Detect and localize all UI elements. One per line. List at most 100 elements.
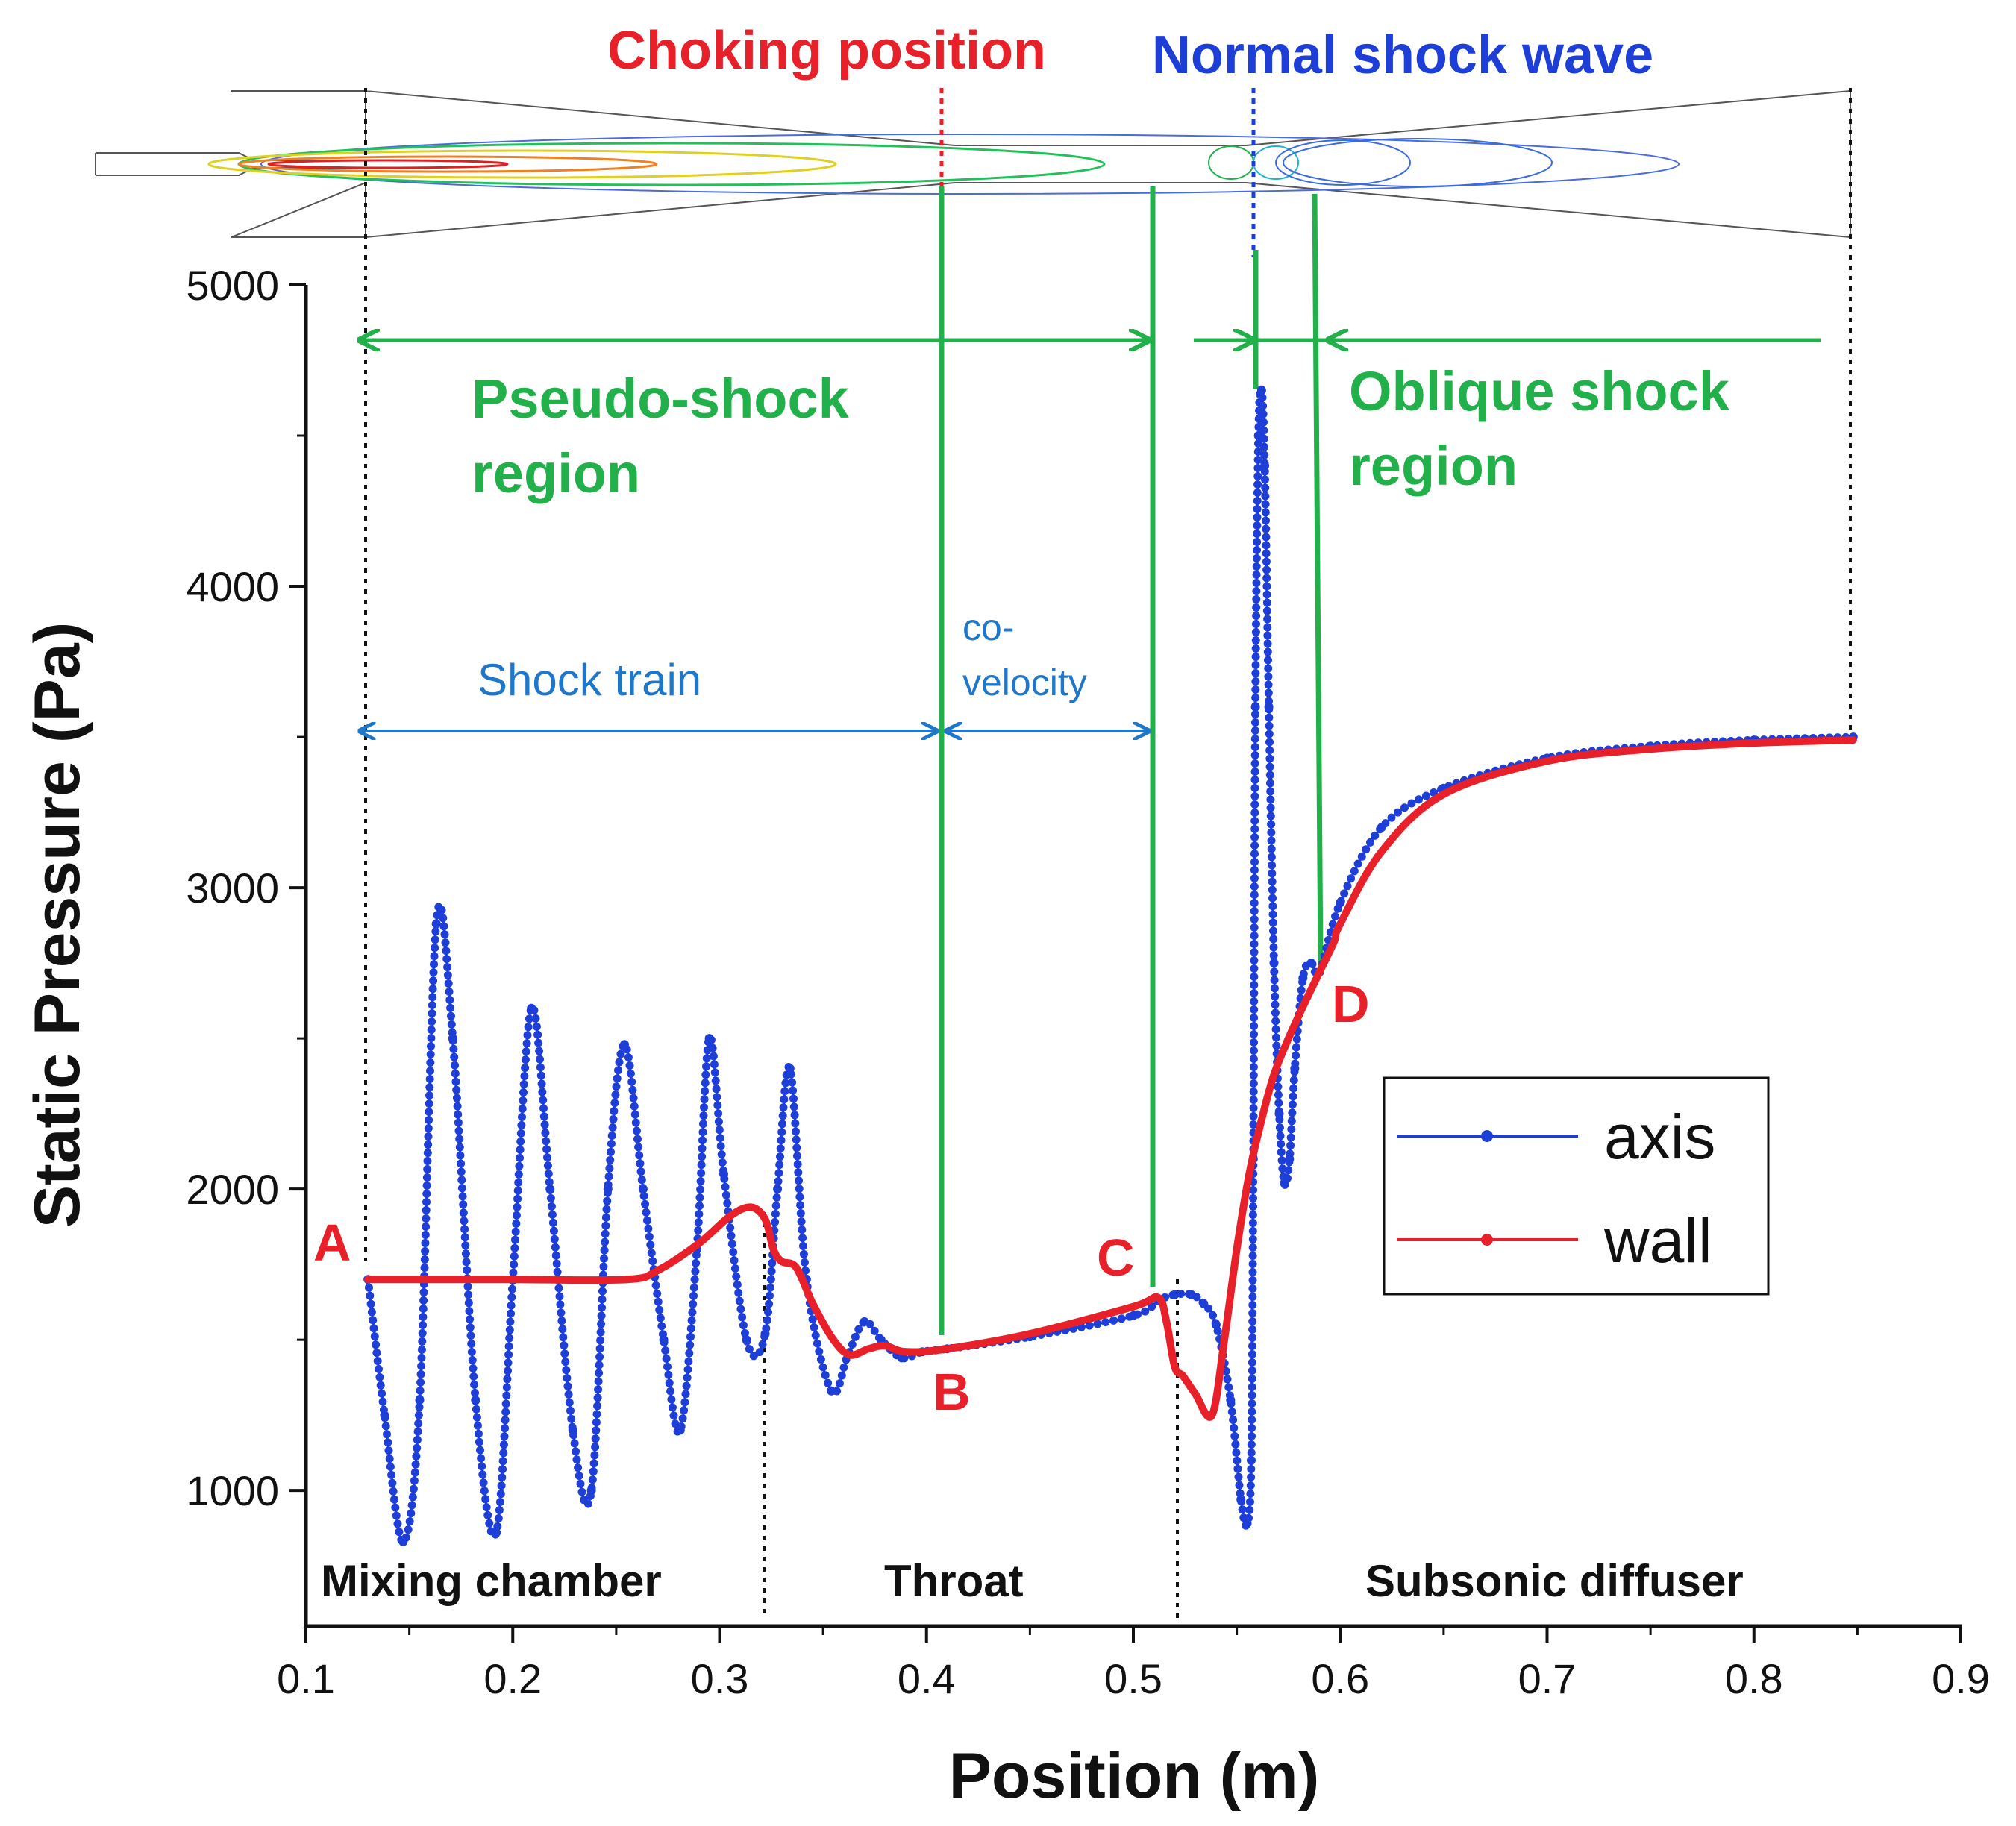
axis-point-marker <box>1248 1375 1256 1383</box>
data-point-axis <box>1336 898 1345 908</box>
axis-point-marker <box>1292 1051 1300 1060</box>
axis-point-marker <box>636 1159 645 1168</box>
x-tick-label: 0.5 <box>1104 1655 1162 1702</box>
data-point-axis <box>1274 1109 1284 1119</box>
data-point-wall <box>622 1276 630 1284</box>
axis-point-marker <box>1258 393 1267 402</box>
axis-point-marker <box>1248 1284 1257 1293</box>
axis-point-marker <box>567 1414 576 1423</box>
axis-point-marker <box>413 1443 422 1452</box>
axis-point-marker <box>393 1519 402 1528</box>
axis-point-marker <box>768 1258 777 1267</box>
axis-point-marker <box>639 1192 648 1200</box>
shock-contour-4 <box>1283 138 1553 187</box>
data-point-axis <box>860 1317 869 1326</box>
axis-point-marker <box>612 1082 621 1091</box>
data-point-wall <box>1208 1411 1216 1419</box>
axis-point-marker <box>1250 1022 1259 1030</box>
axis-point-marker <box>1085 1321 1094 1330</box>
axis-point-marker <box>695 1193 704 1202</box>
axis-point-marker <box>601 1213 610 1222</box>
axis-point-marker <box>522 1047 530 1056</box>
axis-point-marker <box>1271 1025 1280 1034</box>
axis-point-marker <box>1262 549 1271 558</box>
axis-point-marker <box>647 1249 656 1258</box>
axis-point-marker <box>815 1347 824 1356</box>
axis-point-marker <box>542 1137 551 1146</box>
axis-point-marker <box>694 1226 703 1234</box>
axis-point-marker <box>550 1234 559 1243</box>
data-point-wall <box>1270 1070 1278 1079</box>
axis-point-marker <box>1249 1202 1257 1211</box>
axis-point-marker <box>839 1363 848 1372</box>
axis-point-marker <box>444 979 453 988</box>
axis-point-marker <box>1276 1132 1285 1141</box>
axis-point-marker <box>1224 1383 1233 1392</box>
data-point-axis <box>719 1169 728 1179</box>
axis-point-marker <box>572 1455 581 1464</box>
axis-point-marker <box>796 1209 805 1218</box>
axis-point-marker <box>532 1022 541 1031</box>
axis-point-marker <box>1253 464 1262 472</box>
axis-point-marker <box>1269 935 1278 944</box>
axis-point-marker <box>1266 795 1275 804</box>
axis-point-marker <box>504 1350 513 1359</box>
axis-point-marker <box>610 1107 619 1116</box>
series-line-axis <box>366 386 1855 1543</box>
axis-point-marker <box>519 1080 528 1088</box>
axis-point-marker <box>1262 557 1271 566</box>
axis-point-marker <box>513 1194 522 1203</box>
axis-point-marker <box>511 1235 519 1244</box>
axis-point-marker <box>558 1325 567 1334</box>
axis-point-marker <box>542 1145 551 1154</box>
axis-point-marker <box>685 1349 694 1358</box>
axis-point-marker <box>607 1132 616 1140</box>
data-point-axis <box>1226 1396 1236 1405</box>
axis-point-marker <box>590 1451 599 1460</box>
axis-point-marker <box>1250 948 1259 956</box>
point-b-label: B <box>933 1363 971 1421</box>
axis-point-marker <box>565 1398 574 1407</box>
axis-point-marker <box>1252 603 1261 612</box>
axis-point-marker <box>1250 891 1259 899</box>
axis-point-marker <box>1248 1399 1256 1408</box>
axis-point-marker <box>390 1495 398 1504</box>
axis-point-marker <box>479 1478 488 1487</box>
axis-point-marker <box>443 971 452 979</box>
axis-point-marker <box>455 1143 464 1152</box>
axis-point-marker <box>1230 1423 1239 1432</box>
axis-point-marker <box>428 985 437 994</box>
axis-point-marker <box>1249 1104 1258 1112</box>
axis-point-marker <box>1292 1035 1301 1044</box>
axis-point-marker <box>423 1157 432 1165</box>
axis-point-marker <box>1249 1063 1258 1071</box>
axis-point-marker <box>1331 912 1339 921</box>
axis-point-marker <box>776 1144 785 1153</box>
axis-point-marker <box>595 1369 604 1378</box>
data-point-wall <box>1750 739 1758 747</box>
axis-point-marker <box>712 1085 721 1094</box>
axis-point-marker <box>716 1134 724 1143</box>
axis-point-marker <box>384 1446 393 1455</box>
axis-point-marker <box>442 947 451 956</box>
axis-point-marker <box>1249 1194 1257 1202</box>
normal-shock-wave-title: Normal shock wave <box>1152 25 1653 85</box>
axis-point-marker <box>599 1262 608 1271</box>
axis-point-marker <box>1400 803 1409 812</box>
axis-point-marker <box>1284 1166 1293 1175</box>
axis-point-marker <box>603 1196 612 1205</box>
y-ticks: 1000 2000 3000 4000 5000 <box>186 262 306 1514</box>
axis-point-marker <box>1264 680 1273 689</box>
axis-point-marker <box>1253 530 1262 538</box>
axis-point-marker <box>1253 521 1262 530</box>
axis-point-marker <box>449 1044 458 1053</box>
axis-point-marker <box>777 1128 786 1137</box>
axis-point-marker <box>1249 1120 1258 1129</box>
axis-point-marker <box>536 1071 545 1080</box>
axis-point-marker <box>501 1424 510 1433</box>
x-tick-label: 0.8 <box>1725 1655 1783 1702</box>
data-point-axis <box>897 1353 907 1363</box>
axis-point-marker <box>461 1241 470 1250</box>
axis-point-marker <box>1249 1112 1258 1120</box>
axis-point-marker <box>630 1110 639 1119</box>
